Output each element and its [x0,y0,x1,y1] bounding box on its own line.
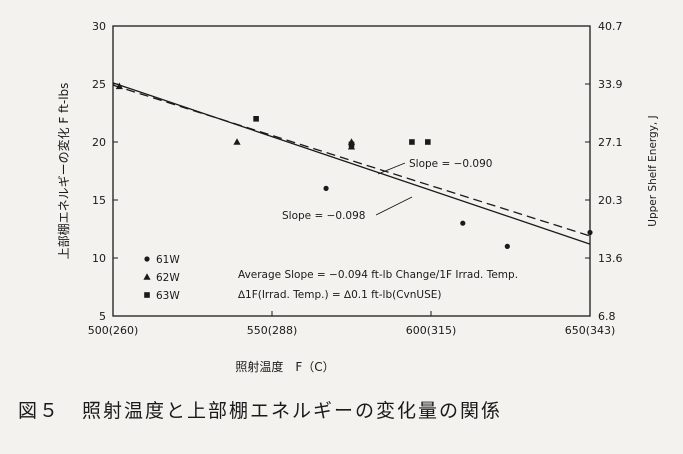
y2-tick-label: 6.8 [598,310,616,323]
slope-label-solid: Slope = −0.098 [282,210,365,222]
legend-label-61W: 61W [156,254,180,266]
annotation-average-slope: Average Slope = −0.094 ft-lb Change/1F I… [238,269,518,281]
annotation-delta: ∆1F(Irrad. Temp.) = ∆0.1 ft-lb(CvnUSE) [237,289,442,301]
y2-tick-label: 40.7 [598,20,623,33]
plot-frame [112,25,591,317]
y2-axis-label: Upper Shelf Energy, J [647,115,659,226]
y-axis-label: 上部棚エネルギーの変化 F ft-lbs [56,83,71,260]
data-point-63W [253,116,259,122]
y2-tick-label: 27.1 [598,136,623,149]
y-tick-label: 30 [92,20,106,33]
y-tick-label: 20 [92,136,106,149]
y-tick-label: 5 [99,310,106,323]
fit-line-solid [112,82,591,245]
data-point-62W [115,82,123,90]
legend-marker-61W [144,256,150,262]
figure-caption-text: 照射温度と上部棚エネルギーの変化量の関係 [82,400,503,422]
y-tick-label: 25 [92,78,106,91]
x-tick-label: 550(288) [247,324,298,337]
figure-caption: 図５ 照射温度と上部棚エネルギーの変化量の関係 [18,396,502,423]
y-tick-label: 15 [92,194,106,207]
chart: 500(260) 550(288) 600(315) 650(343) 5 10 15 20 2… [56,20,659,374]
y2-tick-label: 20.3 [598,194,623,207]
data-point-61W [504,243,510,249]
x-tick-label: 650(343) [565,324,616,337]
x-tick-label: 500(260) [88,324,139,337]
figure-number: 図５ [18,400,61,422]
data-point-61W [323,185,329,191]
data-point-63W [425,139,431,145]
data-point-61W [460,220,466,226]
y2-tick-label: 13.6 [598,252,623,265]
legend-marker-63W [144,292,150,298]
data-point-63W [409,139,415,145]
data-point-61W [587,229,593,236]
x-tick-label: 600(315) [406,324,457,337]
x-axis-label: 照射温度 F（C） [235,359,334,374]
data-point-63W [348,141,355,148]
data-point-62W [233,138,241,145]
slope-leader-dashed [377,162,406,175]
slope-label-dashed: Slope = −0.090 [409,158,492,170]
legend-marker-62W [143,273,151,280]
legend-label-63W: 63W [156,290,180,302]
y2-tick-label: 33.9 [598,78,623,91]
slope-leader-solid [375,196,413,216]
legend-label-62W: 62W [156,272,180,284]
y-tick-label: 10 [92,252,106,265]
